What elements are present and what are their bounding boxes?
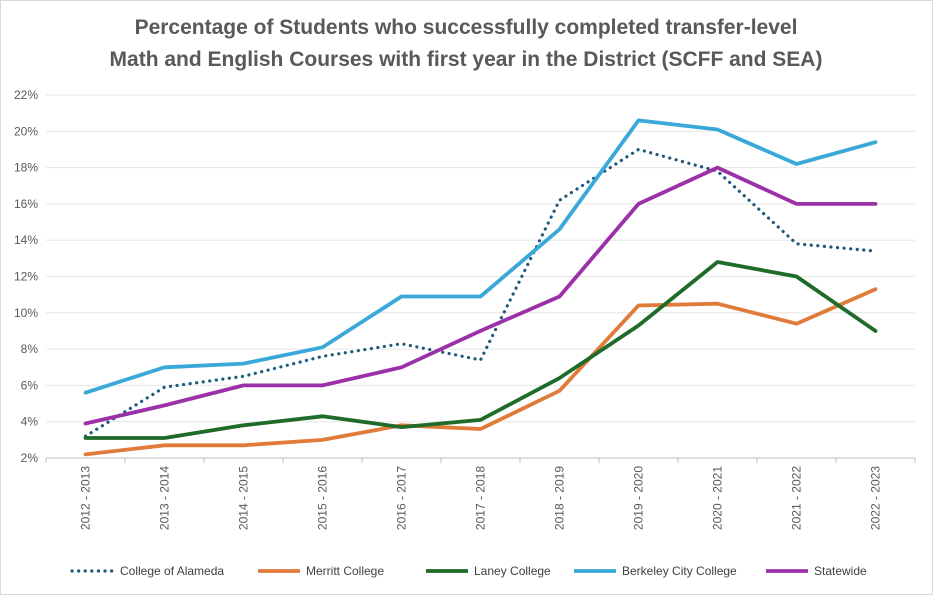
x-tick-label: 2021 - 2022 xyxy=(790,466,804,530)
y-tick-label: 20% xyxy=(14,124,38,138)
legend-label-laney-college: Laney College xyxy=(474,564,551,578)
x-tick-label: 2019 - 2020 xyxy=(632,466,646,530)
x-tick-label: 2015 - 2016 xyxy=(316,466,330,530)
series-line-laney-college xyxy=(83,260,878,440)
y-axis: 2% 4% 6% 8% 10% 12% 14% 16% 18% 20% 22% xyxy=(14,88,38,465)
x-tick-label: 2022 - 2023 xyxy=(869,466,883,530)
x-tick-label: 2018 - 2019 xyxy=(553,466,567,530)
legend-label-merritt-college: Merritt College xyxy=(306,564,384,578)
y-tick-label: 22% xyxy=(14,88,38,102)
x-tick-label: 2013 - 2014 xyxy=(158,466,172,530)
y-tick-label: 2% xyxy=(21,451,39,465)
legend-label-college-of-alameda: College of Alameda xyxy=(120,564,224,578)
series-line-berkeley-city-college xyxy=(83,118,878,395)
x-tick-label: 2014 - 2015 xyxy=(237,466,251,530)
chart-title-line-2: Math and English Courses with first year… xyxy=(110,48,823,71)
x-axis: 2012 - 2013 2013 - 2014 2014 - 2015 2015 - … xyxy=(45,458,916,530)
y-tick-label: 8% xyxy=(21,342,39,356)
y-tick-label: 18% xyxy=(14,161,38,175)
gridlines xyxy=(46,94,915,459)
series-line-merritt-college xyxy=(83,287,878,457)
legend-label-statewide: Statewide xyxy=(814,564,867,578)
y-tick-label: 6% xyxy=(21,378,39,392)
series-line-statewide xyxy=(83,165,878,426)
x-tick-label: 2020 - 2021 xyxy=(711,466,725,530)
series-group xyxy=(83,118,878,457)
series-line-college-of-alameda xyxy=(83,147,878,438)
legend: College of Alameda Merritt College Laney C… xyxy=(70,564,867,578)
y-tick-label: 10% xyxy=(14,306,38,320)
chart-title-line-1: Percentage of Students who successfully … xyxy=(135,16,798,39)
y-tick-label: 14% xyxy=(14,233,38,247)
y-tick-label: 12% xyxy=(14,270,38,284)
x-tick-label: 2012 - 2013 xyxy=(79,466,93,530)
y-tick-label: 16% xyxy=(14,197,38,211)
x-tick-label: 2017 - 2018 xyxy=(474,466,488,530)
legend-label-berkeley-city-college: Berkeley City College xyxy=(622,564,737,578)
x-tick-label: 2016 - 2017 xyxy=(395,466,409,530)
y-tick-label: 4% xyxy=(21,415,39,429)
